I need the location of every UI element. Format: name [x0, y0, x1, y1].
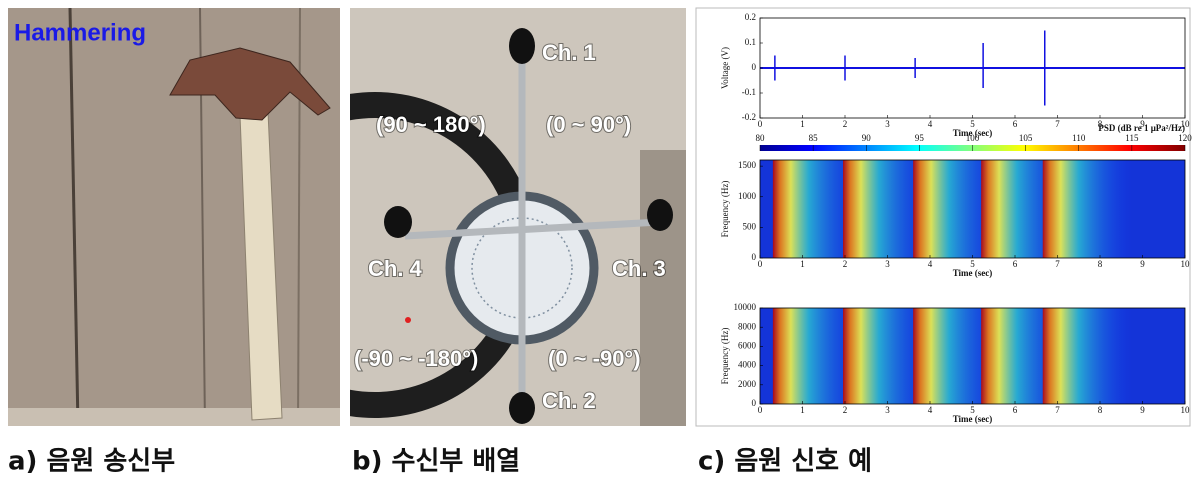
x-axis-label: Time (sec) [953, 268, 993, 278]
x-tick-label: 0 [758, 405, 763, 415]
x-tick-label: 1 [800, 405, 805, 415]
channel-label: Ch. 2 [542, 388, 596, 413]
x-tick-label: 10 [1181, 405, 1191, 415]
x-tick-label: 9 [1140, 405, 1145, 415]
angle-range: (90 ~ 180°) [376, 112, 486, 137]
x-tick-label: 10 [1181, 259, 1191, 269]
channel-label: Ch. 1 [542, 40, 596, 65]
caption: a) 음원 송신부 [8, 447, 175, 477]
y-tick-label: 0 [752, 62, 757, 72]
y-tick-label: -0.2 [742, 112, 756, 122]
colorbar-tick-label: 80 [756, 133, 766, 143]
y-tick-label: 8000 [738, 321, 757, 331]
y-tick-label: 10000 [734, 302, 757, 312]
y-tick-label: -0.1 [742, 87, 756, 97]
x-tick-label: 9 [1140, 259, 1145, 269]
y-tick-label: 1000 [738, 191, 757, 201]
colorbar-label: PSD (dB re 1 μPa²/Hz) [1098, 123, 1185, 133]
caption: c) 음원 신호 예 [698, 447, 872, 477]
y-axis-label: Frequency (Hz) [720, 181, 730, 238]
x-tick-label: 4 [928, 405, 933, 415]
y-axis-label: Voltage (V) [720, 47, 730, 89]
x-tick-label: 5 [970, 119, 975, 129]
y-tick-label: 0.1 [745, 37, 756, 47]
x-tick-label: 9 [1140, 119, 1145, 129]
colorbar-tick-label: 115 [1125, 133, 1139, 143]
x-tick-label: 3 [885, 405, 890, 415]
colorbar-tick-label: 100 [966, 133, 980, 143]
x-tick-label: 2 [843, 405, 848, 415]
x-tick-label: 5 [970, 405, 975, 415]
colorbar-tick-label: 105 [1019, 133, 1033, 143]
x-tick-label: 8 [1098, 119, 1103, 129]
channel-label: Ch. 3 [612, 256, 666, 281]
x-axis-label: Time (sec) [953, 414, 993, 424]
photo-label: Hammering [14, 19, 146, 46]
colorbar-tick-label: 120 [1178, 133, 1192, 143]
y-tick-label: 4000 [738, 360, 757, 370]
angle-range: (0 ~ 90°) [546, 112, 631, 137]
y-axis-label: Frequency (Hz) [720, 328, 730, 385]
x-tick-label: 5 [970, 259, 975, 269]
y-tick-label: 0 [752, 252, 757, 262]
x-tick-label: 7 [1055, 119, 1060, 129]
x-tick-label: 6 [1013, 119, 1018, 129]
colorbar-tick-label: 90 [862, 133, 872, 143]
caption: b) 수신부 배열 [352, 447, 520, 477]
y-tick-label: 2000 [738, 379, 757, 389]
y-tick-label: 500 [743, 221, 757, 231]
x-tick-label: 0 [758, 119, 763, 129]
colorbar-tick-label: 85 [809, 133, 819, 143]
colorbar-tick-label: 95 [915, 133, 925, 143]
x-tick-label: 2 [843, 119, 848, 129]
x-tick-label: 8 [1098, 259, 1103, 269]
x-tick-label: 1 [800, 119, 805, 129]
x-tick-label: 10 [1181, 119, 1191, 129]
x-tick-label: 0 [758, 259, 763, 269]
x-tick-label: 3 [885, 259, 890, 269]
x-tick-label: 3 [885, 119, 890, 129]
energy-burst [1042, 308, 1133, 404]
y-tick-label: 0.2 [745, 12, 756, 22]
x-axis-label: Time (sec) [953, 128, 993, 138]
channel-label: Ch. 4 [368, 256, 423, 281]
x-tick-label: 6 [1013, 259, 1018, 269]
x-tick-label: 2 [843, 259, 848, 269]
x-tick-label: 7 [1055, 405, 1060, 415]
y-tick-label: 0 [752, 398, 757, 408]
array-photo [350, 8, 686, 426]
x-tick-label: 8 [1098, 405, 1103, 415]
angle-range: (-90 ~ -180°) [354, 346, 478, 371]
x-tick-label: 7 [1055, 259, 1060, 269]
hammer-photo [8, 8, 340, 426]
y-tick-label: 1500 [738, 160, 757, 170]
energy-burst [1042, 160, 1133, 258]
x-tick-label: 4 [928, 259, 933, 269]
x-tick-label: 1 [800, 259, 805, 269]
x-tick-label: 4 [928, 119, 933, 129]
colorbar-tick-label: 110 [1072, 133, 1086, 143]
angle-range: (0 ~ -90°) [548, 346, 641, 371]
y-tick-label: 6000 [738, 340, 757, 350]
x-tick-label: 6 [1013, 405, 1018, 415]
